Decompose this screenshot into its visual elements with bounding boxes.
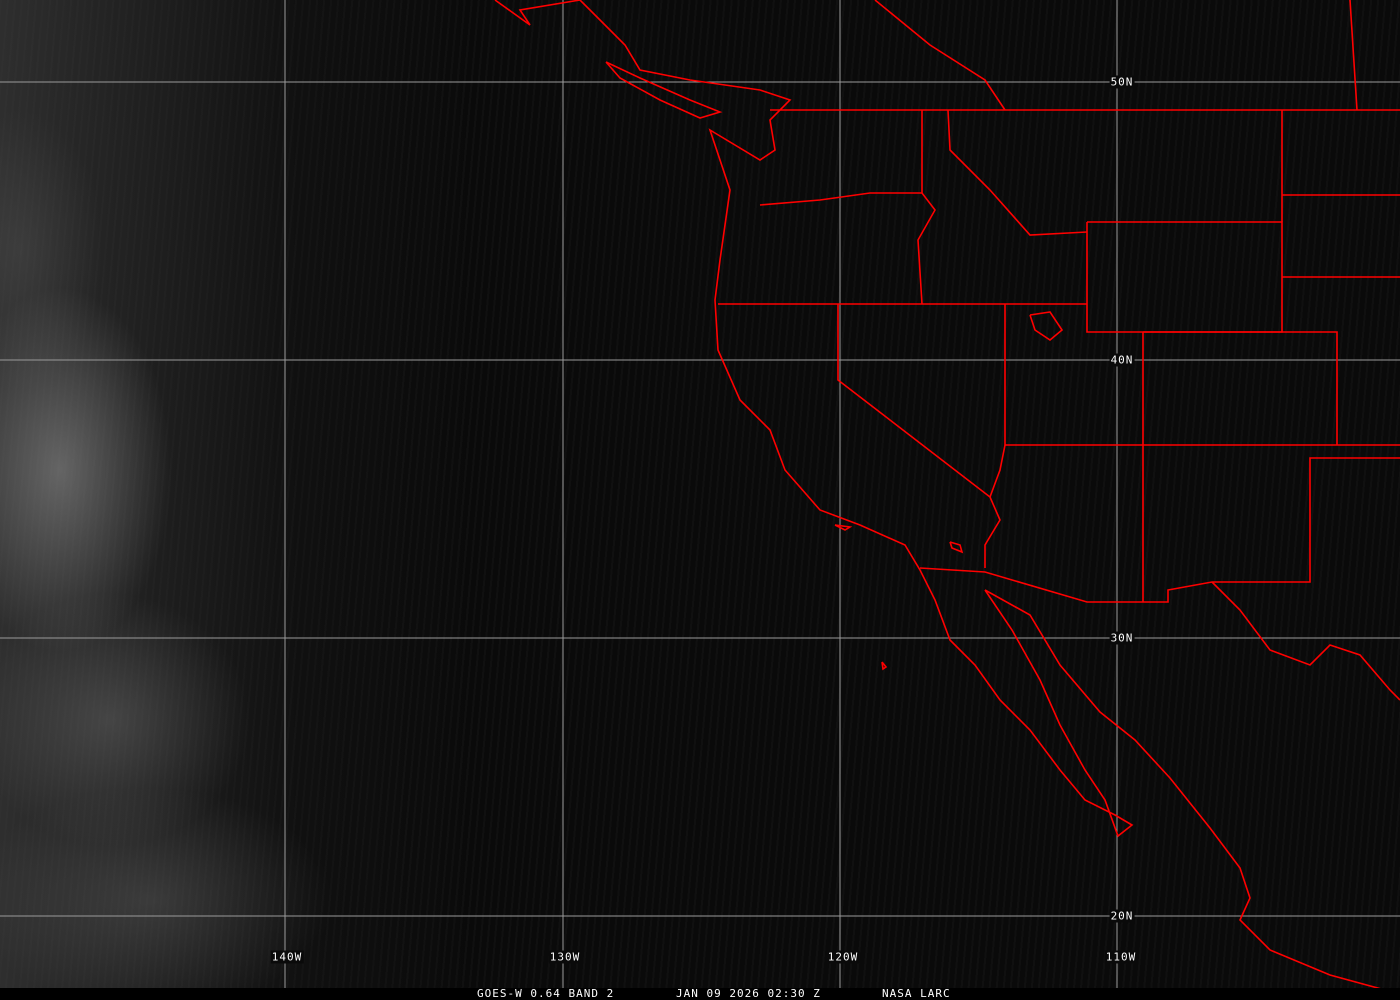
border-wa-or [759,192,936,305]
image-caption-bar: GOES-W 0.64 BAND 2 JAN 09 2026 02:30 Z N… [0,988,1400,1000]
lon-label-130w: 130W [548,950,582,964]
salton-sea [949,541,964,554]
coastline-pacific [494,0,1134,838]
caption-datetime: JAN 09 2026 02:30 Z [676,987,821,1000]
lon-label-140w: 140W [270,950,304,964]
lat-label-30n: 30N [1109,631,1135,645]
border-co [1143,331,1338,445]
caption-satellite-band: GOES-W 0.64 BAND 2 [477,987,615,1000]
lat-label-50n: 50N [1109,75,1135,89]
coastline-vancouver-island [605,61,723,119]
border-bc-ak [874,0,1006,111]
lon-label-110w: 110W [1104,950,1138,964]
isla-guadalupe [881,661,888,671]
coastline-mexico-mainland [984,589,1381,988]
border-us-mexico-east [1211,581,1400,701]
great-salt-lake [1029,311,1064,341]
border-id-mt [947,109,1088,236]
caption-source: NASA LARC [882,987,951,1000]
channel-islands [834,524,853,531]
border-ca-nv [837,304,1001,568]
border-wy [1086,221,1283,333]
political-borders [494,0,1400,988]
lon-label-120w: 120W [826,950,860,964]
border-nv-ut [989,304,1006,498]
border-alberta-sask [1349,0,1358,111]
lat-label-20n: 20N [1109,909,1135,923]
lat-label-40n: 40N [1109,353,1135,367]
border-nm-tx [919,457,1400,603]
